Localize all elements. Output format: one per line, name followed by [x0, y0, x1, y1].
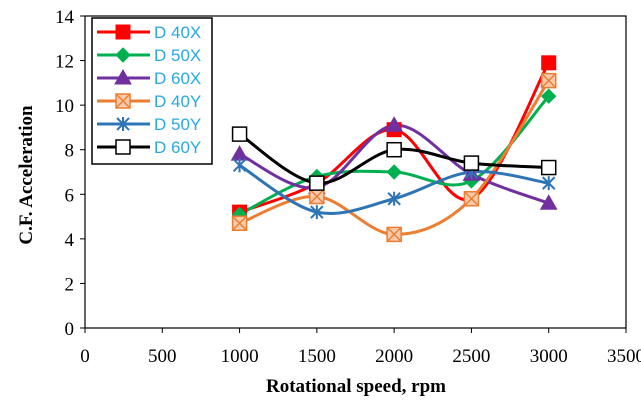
legend-item-2: D 50X — [97, 46, 201, 65]
series-line-4 — [239, 79, 550, 236]
plot-frame — [84, 15, 627, 329]
y-tick-label: 4 — [65, 230, 75, 251]
series-5-point-1 — [232, 158, 247, 173]
legend-item-6: D 60Y — [97, 138, 201, 157]
legend-label: D 60X — [154, 69, 201, 88]
legend-swatch-marker — [115, 47, 131, 63]
x-tick-label: 2000 — [375, 346, 413, 367]
legend-label: D 60Y — [154, 138, 201, 157]
y-tick-label: 0 — [65, 319, 75, 340]
x-tick-label: 500 — [148, 346, 177, 367]
series-2-point-5 — [541, 88, 557, 104]
series-1-point-5 — [541, 55, 557, 71]
legend-swatch-marker — [114, 68, 132, 85]
series-4-point-4 — [463, 190, 480, 207]
series-4-point-2 — [309, 188, 325, 205]
legend-item-5: D 50Y — [97, 115, 201, 134]
y-axis-title: C.F. Acceleration — [16, 105, 37, 245]
series-3-point-1 — [230, 145, 249, 161]
series-4-point-5 — [540, 72, 557, 89]
legend-label: D 50X — [154, 46, 201, 65]
x-tick-label: 0 — [80, 346, 90, 367]
y-tick-label: 10 — [55, 96, 74, 117]
series-layer — [230, 55, 558, 243]
legend-swatch-marker — [116, 117, 130, 131]
legend-box — [91, 17, 213, 165]
y-tick-label: 12 — [55, 52, 74, 73]
legend-label: D 50Y — [154, 115, 201, 134]
series-5-point-5 — [542, 176, 556, 191]
series-4-point-1 — [231, 215, 248, 232]
legend-swatch-marker — [115, 139, 131, 155]
x-axis-title: Rotational speed, rpm — [266, 376, 446, 397]
y-tick-label: 2 — [65, 274, 75, 295]
series-5-point-3 — [387, 191, 401, 206]
legend-swatch-marker — [115, 93, 131, 109]
series-6-point-1 — [231, 126, 248, 142]
legend-swatch-marker — [115, 24, 131, 40]
legend-label: D 40X — [154, 23, 201, 42]
legend-item-4: D 40Y — [97, 92, 201, 111]
x-tick-label: 1500 — [298, 346, 336, 367]
x-tick-label: 3500 — [607, 346, 641, 367]
y-tick-label: 14 — [55, 7, 75, 28]
series-3-point-5 — [539, 194, 558, 210]
legend: D 40X D 50X D 60X D 40Y D 50Y D 60Y — [91, 17, 213, 165]
series-6-point-5 — [540, 159, 557, 176]
axes: 0 500 1000 1500 2000 2500 3000 3500 0 2 4 6 8 10 12 14 — [55, 7, 641, 367]
series-3-point-3 — [385, 116, 404, 132]
series-6-point-3 — [386, 141, 402, 158]
series-markers — [230, 55, 558, 243]
series-6-point-4 — [463, 155, 480, 171]
y-tick-label: 6 — [65, 185, 75, 206]
legend-label: D 40Y — [154, 92, 201, 111]
x-tick-label: 3000 — [530, 346, 568, 367]
series-2-point-3 — [386, 164, 402, 180]
series-6-point-2 — [309, 175, 325, 191]
series-5-point-2 — [310, 205, 324, 220]
legend-item-3: D 60X — [97, 68, 201, 88]
series-4-point-3 — [386, 226, 402, 243]
x-tick-label: 2500 — [452, 346, 490, 367]
legend-item-1: D 40X — [97, 23, 201, 42]
x-tick-label: 1000 — [221, 346, 259, 367]
y-tick-label: 8 — [65, 141, 75, 162]
